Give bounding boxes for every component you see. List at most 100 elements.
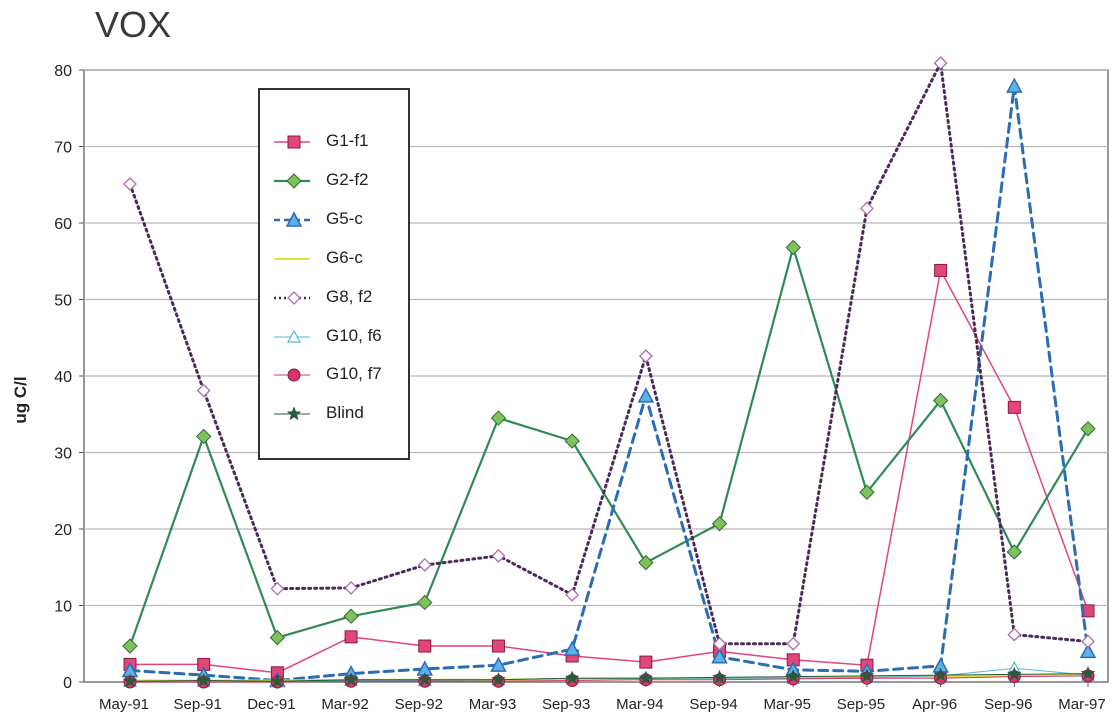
- data-point: [933, 56, 948, 71]
- legend-swatch: [274, 211, 310, 227]
- legend-item: G1-f1: [270, 128, 410, 156]
- legend-swatch: [274, 291, 310, 305]
- data-point: [123, 177, 137, 191]
- legend-label: G10, f7: [326, 364, 382, 383]
- legend-label: G10, f6: [326, 326, 382, 345]
- data-point: [122, 673, 138, 688]
- data-point: [563, 640, 581, 656]
- series-line: [129, 269, 1089, 674]
- series-line: [128, 84, 1090, 682]
- data-point: [564, 433, 580, 449]
- x-tick-label: Dec-91: [247, 696, 295, 713]
- legend-item: G10, f7: [270, 361, 410, 389]
- data-point: [638, 670, 654, 685]
- data-point: [196, 383, 211, 398]
- data-point: [196, 672, 211, 687]
- y-tick-label: 60: [54, 216, 72, 233]
- data-point: [785, 668, 801, 683]
- data-point: [638, 554, 654, 571]
- x-tick-label: Mar-92: [321, 696, 369, 713]
- legend-marker: [287, 368, 301, 382]
- data-point: [712, 669, 727, 684]
- y-tick-label: 50: [54, 293, 72, 310]
- series-line: [128, 246, 1090, 648]
- data-point: [195, 428, 212, 445]
- legend-marker: [286, 173, 302, 189]
- legend-label: G8, f2: [326, 287, 373, 306]
- x-tick-label: Sep-96: [984, 696, 1032, 713]
- data-point: [565, 587, 580, 602]
- data-point: [491, 548, 506, 563]
- y-tick-label: 70: [54, 140, 72, 157]
- data-point: [270, 673, 285, 688]
- series-line: [129, 673, 1089, 682]
- data-point: [1080, 421, 1096, 437]
- data-point: [270, 581, 285, 596]
- legend-marker: [286, 329, 302, 343]
- y-tick-label: 80: [54, 63, 72, 80]
- legend-item: G2-f2: [270, 167, 410, 195]
- x-tick-label: Sep-92: [395, 696, 443, 713]
- data-point: [1006, 77, 1023, 93]
- data-point: [859, 668, 875, 683]
- legend-item: G8, f2: [270, 284, 410, 312]
- x-tick-label: Sep-91: [174, 696, 222, 713]
- data-point: [269, 629, 286, 646]
- data-point: [1079, 642, 1097, 659]
- data-point: [1081, 634, 1095, 649]
- x-tick-label: May-91: [99, 696, 149, 713]
- series-g8-f2: [123, 56, 1095, 651]
- x-tick-label: Apr-96: [912, 696, 957, 713]
- x-tick-label: Sep-95: [837, 696, 885, 713]
- data-point: [1007, 400, 1021, 414]
- x-tick-label: Mar-95: [763, 696, 811, 713]
- legend-marker: [285, 211, 303, 227]
- data-point: [343, 671, 359, 686]
- legend-item: G5-c: [270, 206, 410, 234]
- data-point: [344, 580, 358, 595]
- legend-item: G10, f6: [270, 323, 410, 351]
- data-point: [711, 648, 728, 664]
- data-point: [417, 671, 433, 686]
- data-point: [417, 594, 433, 611]
- data-point: [785, 239, 801, 256]
- data-point: [932, 392, 949, 409]
- series-line: [128, 61, 1090, 646]
- data-point: [933, 667, 948, 682]
- series-g1-f1: [123, 263, 1095, 680]
- legend-marker: [287, 291, 301, 305]
- x-tick-label: Sep-93: [542, 696, 590, 713]
- data-point: [490, 410, 507, 426]
- data-point: [637, 387, 655, 403]
- series-g2-f2: [122, 239, 1096, 654]
- legend-swatch: [274, 173, 310, 189]
- legend-swatch: [274, 406, 310, 421]
- legend-item: G6-c: [270, 245, 410, 273]
- data-point: [491, 639, 505, 653]
- legend-label: G1-f1: [326, 131, 369, 150]
- legend-item: Blind: [270, 400, 410, 428]
- data-point: [490, 656, 507, 672]
- y-tick-label: 20: [54, 522, 72, 539]
- data-point: [711, 515, 728, 532]
- legend-marker: [286, 406, 302, 421]
- data-point: [638, 349, 653, 364]
- series-blind: [122, 665, 1096, 688]
- legend-swatch: [274, 135, 310, 149]
- legend-swatch: [274, 329, 310, 343]
- legend-label: G6-c: [326, 248, 363, 267]
- x-tick-label: Mar-97: [1058, 696, 1106, 713]
- legend-label: Blind: [326, 403, 364, 422]
- x-tick-label: Mar-93: [469, 696, 517, 713]
- y-tick-label: 40: [54, 369, 72, 386]
- data-point: [712, 636, 727, 651]
- x-tick-label: Sep-94: [689, 696, 737, 713]
- data-point: [491, 671, 506, 686]
- data-point: [1007, 666, 1022, 681]
- legend-swatch: [274, 368, 310, 382]
- data-point: [122, 638, 138, 654]
- data-point: [786, 636, 801, 651]
- data-point: [859, 484, 875, 500]
- chart-title: VOX: [95, 4, 172, 45]
- legend-label: G2-f2: [326, 170, 369, 189]
